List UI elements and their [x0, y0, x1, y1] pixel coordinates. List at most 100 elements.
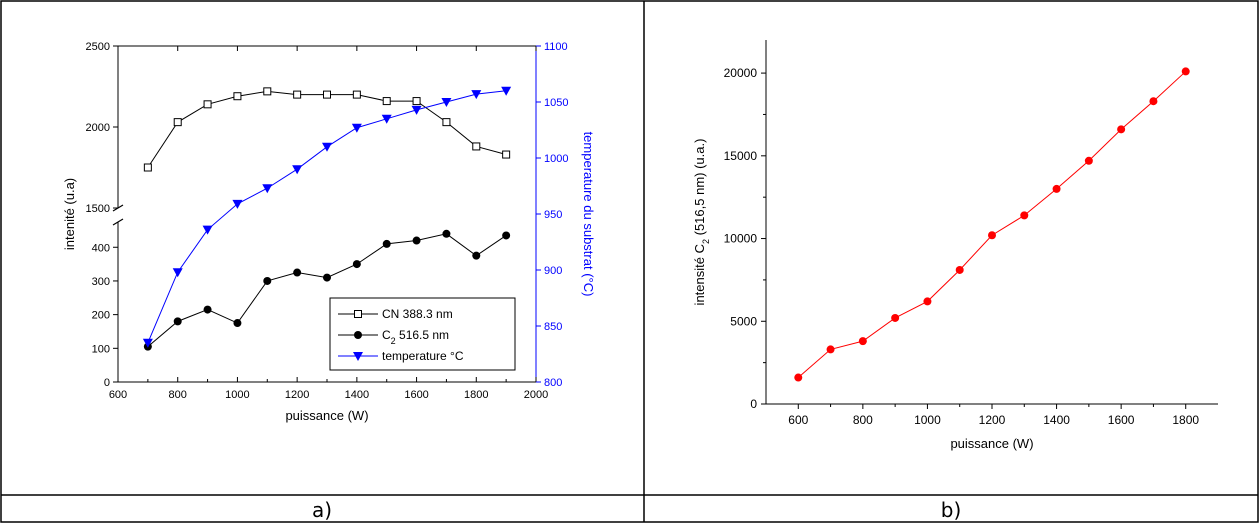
legend-marker-2: [353, 352, 363, 361]
x-axis-label: puissance (W): [285, 408, 368, 423]
data-point: [1052, 184, 1061, 193]
data-point-2: [322, 142, 332, 152]
legend-label-1: C2 516.5 nm: [382, 328, 449, 346]
data-point-2: [441, 98, 452, 107]
y-axis-label: intenité (u.a): [62, 178, 77, 250]
y-tick-label: 200: [92, 310, 110, 322]
x-tick-label: 800: [169, 389, 187, 401]
y-tick-label: 1500: [86, 203, 110, 215]
x-tick-label: 1800: [1172, 413, 1199, 427]
x-tick-label: 800: [853, 413, 873, 427]
legend-marker-1: [354, 331, 362, 339]
y2-axis-label-part: °C): [581, 278, 596, 297]
series-line-0: [147, 90, 507, 168]
data-point-1: [293, 268, 302, 277]
data-point-0: [412, 97, 421, 106]
data-point-2: [471, 90, 482, 100]
data-point-2: [292, 165, 303, 175]
data-point-1: [442, 229, 451, 238]
y2-tick-label: 1100: [544, 41, 568, 53]
data-point-0: [472, 142, 481, 151]
data-point-1: [173, 317, 182, 326]
data-point: [955, 265, 964, 274]
data-point-0: [203, 100, 212, 109]
data-point: [1117, 125, 1126, 134]
x-tick-label: 600: [788, 413, 808, 427]
chart-a: 600 800 1000 1200 1400 1600 1800 2000 0 100 200 300…: [62, 41, 596, 423]
y2-tick-label: 900: [544, 265, 562, 277]
y-axis-label: intensité C2 (516,5 nm) (u.a.): [692, 139, 711, 306]
y-tick-label: 10000: [724, 232, 758, 246]
y-axis-label-part: (516,5 nm) (u.a.): [692, 139, 707, 239]
data-point-2: [351, 123, 362, 133]
data-point: [1181, 67, 1190, 76]
x-tick-label: 1000: [914, 413, 941, 427]
caption-b: b): [940, 498, 962, 522]
data-point: [891, 313, 900, 322]
data-point-0: [173, 118, 182, 127]
data-point-1: [412, 236, 421, 245]
caption-a: a): [311, 498, 333, 522]
data-point-2: [142, 338, 153, 348]
y-axis-label-part: 2: [701, 239, 711, 244]
legend-label-part: C: [382, 328, 391, 342]
series-line-0: [797, 71, 1187, 378]
x-tick-label: 1600: [1108, 413, 1135, 427]
chart-b: 600 800 1000 1200 1400 1600 1800 0 5000 10000 1500…: [692, 40, 1218, 451]
y-tick-label: 15000: [724, 149, 758, 163]
data-point-0: [352, 90, 361, 99]
y-tick-label: 2500: [86, 41, 110, 53]
y-axis-label-part: intensité C: [692, 244, 707, 305]
x-tick-label: 1200: [285, 389, 309, 401]
data-point: [794, 373, 803, 382]
data-point-0: [233, 92, 242, 101]
legend-label-part: 516.5 nm: [396, 328, 449, 342]
y-tick-label: 2000: [86, 122, 110, 134]
data-point-2: [381, 114, 392, 124]
data-point-0: [323, 90, 331, 99]
data-point-0: [502, 150, 511, 159]
y2-tick-label: 1000: [544, 153, 568, 165]
data-point-0: [143, 163, 152, 172]
data-point-1: [263, 276, 272, 285]
y-tick-label: 0: [104, 377, 110, 389]
y2-tick-label: 950: [544, 209, 562, 221]
x-tick-label: 1400: [1043, 413, 1070, 427]
data-point-1: [323, 273, 331, 282]
y-tick-label: 400: [92, 242, 110, 254]
y-tick-label: 0: [750, 397, 757, 411]
x-tick-label: 600: [109, 389, 127, 401]
y-tick-label: 300: [92, 276, 110, 288]
y2-axis-label-part: temperature du substrat (: [581, 132, 596, 279]
data-point-0: [293, 90, 302, 99]
legend-label-0: CN 388.3 nm: [382, 307, 453, 321]
axis-break-mark: [112, 218, 124, 226]
x-tick-label: 2000: [524, 389, 548, 401]
data-point-2: [262, 184, 273, 194]
data-point-1: [502, 231, 511, 240]
y-tick-label: 20000: [724, 66, 758, 80]
data-point-2: [411, 105, 422, 115]
data-point-2: [202, 225, 213, 235]
data-point-0: [382, 97, 391, 106]
data-point: [923, 297, 932, 306]
data-point-2: [232, 199, 243, 209]
data-point-1: [382, 239, 391, 248]
legend-label-part: 2: [391, 336, 396, 346]
data-point: [826, 345, 835, 354]
data-point-0: [263, 87, 272, 96]
x-tick-label: 1200: [979, 413, 1006, 427]
y2-axis-label: temperature du substrat (°C): [581, 132, 596, 297]
data-point-2: [172, 268, 183, 278]
x-tick-label: 1600: [404, 389, 428, 401]
legend-label-2: temperature °C: [382, 349, 464, 363]
data-point: [858, 337, 867, 346]
x-tick-label: 1000: [225, 389, 249, 401]
data-point-1: [472, 251, 481, 260]
data-point: [1084, 156, 1093, 165]
y2-tick-label: 1050: [544, 97, 568, 109]
data-point: [1149, 97, 1158, 106]
y-tick-label: 100: [92, 343, 110, 355]
